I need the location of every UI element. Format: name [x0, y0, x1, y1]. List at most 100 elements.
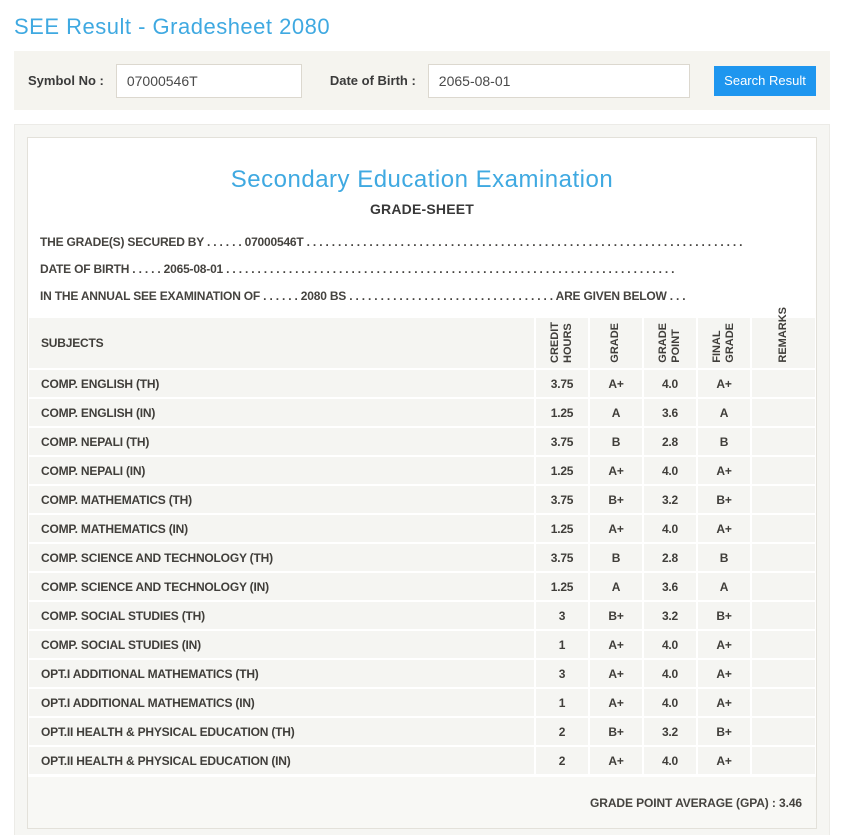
- final-grade-cell: A+: [696, 631, 750, 658]
- grade-cell: B: [588, 428, 642, 455]
- subject-cell: COMP. SCIENCE AND TECHNOLOGY (IN): [41, 579, 269, 594]
- examination-year-line: IN THE ANNUAL SEE EXAMINATION OF . . . .…: [40, 289, 686, 303]
- subject-cell: COMP. ENGLISH (IN): [41, 405, 156, 420]
- grade-table: SUBJECTS CREDIT HOURS GRADE GRADE POINT …: [29, 307, 815, 776]
- grade-cell: B+: [588, 718, 642, 745]
- gradesheet: Secondary Education Examination GRADE-SH…: [27, 137, 817, 829]
- grade-point-cell: 2.8: [642, 428, 696, 455]
- table-row: COMP. SOCIAL STUDIES (IN) 1 A+ 4.0 A+: [29, 631, 815, 660]
- date-of-birth-line: DATE OF BIRTH . . . . . 2065-08-01 . . .…: [40, 262, 675, 276]
- table-row: COMP. MATHEMATICS (IN) 1.25 A+ 4.0 A+: [29, 515, 815, 544]
- sheet-title: Secondary Education Examination: [230, 166, 614, 193]
- grade-cell: B+: [588, 602, 642, 629]
- remarks-cell: [750, 718, 815, 745]
- table-row: OPT.I ADDITIONAL MATHEMATICS (IN) 1 A+ 4…: [29, 689, 815, 718]
- header-grade-point-label: GRADE POINT: [656, 323, 682, 363]
- grade-cell: A+: [588, 370, 642, 397]
- table-row: OPT.II HEALTH & PHYSICAL EDUCATION (IN) …: [29, 747, 815, 776]
- credit-hours-cell: 1.25: [534, 399, 588, 426]
- header-credit-hours: CREDIT HOURS: [534, 318, 588, 368]
- subject-cell: COMP. NEPALI (TH): [41, 434, 150, 449]
- search-result-button[interactable]: Search Result: [714, 65, 816, 96]
- subject-cell: COMP. SCIENCE AND TECHNOLOGY (TH): [41, 550, 273, 565]
- symbol-no-input[interactable]: [115, 63, 302, 98]
- remarks-cell: [750, 457, 815, 484]
- remarks-cell: [750, 689, 815, 716]
- table-row: COMP. NEPALI (TH) 3.75 B 2.8 B: [29, 428, 815, 457]
- subject-cell: OPT.I ADDITIONAL MATHEMATICS (IN): [41, 695, 255, 710]
- credit-hours-cell: 1.25: [534, 457, 588, 484]
- grade-cell: A: [588, 573, 642, 600]
- search-bar: Symbol No : Date of Birth : Search Resul…: [14, 51, 830, 110]
- table-row: COMP. NEPALI (IN) 1.25 A+ 4.0 A+: [29, 457, 815, 486]
- final-grade-cell: B+: [696, 602, 750, 629]
- header-final-grade: FINAL GRADE: [696, 318, 750, 368]
- final-grade-cell: A+: [696, 370, 750, 397]
- grade-point-cell: 4.0: [642, 370, 696, 397]
- final-grade-cell: A+: [696, 660, 750, 687]
- final-grade-cell: A+: [696, 457, 750, 484]
- table-row: COMP. SOCIAL STUDIES (TH) 3 B+ 3.2 B+: [29, 602, 815, 631]
- table-row: COMP. SCIENCE AND TECHNOLOGY (IN) 1.25 A…: [29, 573, 815, 602]
- table-row: OPT.II HEALTH & PHYSICAL EDUCATION (TH) …: [29, 718, 815, 747]
- grade-point-cell: 3.2: [642, 486, 696, 513]
- remarks-cell: [750, 573, 815, 600]
- subject-cell: COMP. MATHEMATICS (TH): [41, 492, 192, 507]
- final-grade-cell: A: [696, 399, 750, 426]
- date-of-birth-label: Date of Birth :: [329, 73, 416, 88]
- grade-point-cell: 4.0: [642, 457, 696, 484]
- sheet-subtitle: GRADE-SHEET: [369, 201, 475, 217]
- sheet-info-lines: THE GRADE(S) SECURED BY . . . . . . 0700…: [40, 229, 804, 310]
- header-subjects: SUBJECTS: [41, 336, 104, 350]
- table-row: COMP. ENGLISH (TH) 3.75 A+ 4.0 A+: [29, 370, 815, 399]
- credit-hours-cell: 2: [534, 747, 588, 774]
- header-remarks: REMARKS: [750, 307, 815, 368]
- credit-hours-cell: 3: [534, 660, 588, 687]
- grade-point-cell: 3.2: [642, 602, 696, 629]
- table-row: OPT.I ADDITIONAL MATHEMATICS (TH) 3 A+ 4…: [29, 660, 815, 689]
- grade-point-cell: 4.0: [642, 515, 696, 542]
- remarks-cell: [750, 370, 815, 397]
- grade-point-cell: 3.6: [642, 573, 696, 600]
- grade-cell: A+: [588, 515, 642, 542]
- remarks-cell: [750, 660, 815, 687]
- table-row: COMP. ENGLISH (IN) 1.25 A 3.6 A: [29, 399, 815, 428]
- result-panel: Secondary Education Examination GRADE-SH…: [14, 124, 830, 835]
- grade-point-cell: 2.8: [642, 544, 696, 571]
- subject-cell: COMP. SOCIAL STUDIES (IN): [41, 637, 201, 652]
- credit-hours-cell: 1: [534, 631, 588, 658]
- remarks-cell: [750, 631, 815, 658]
- credit-hours-cell: 3.75: [534, 428, 588, 455]
- subject-cell: OPT.II HEALTH & PHYSICAL EDUCATION (IN): [41, 753, 291, 768]
- grade-cell: A+: [588, 747, 642, 774]
- credit-hours-cell: 2: [534, 718, 588, 745]
- final-grade-cell: B: [696, 428, 750, 455]
- final-grade-cell: A+: [696, 689, 750, 716]
- grade-cell: B+: [588, 486, 642, 513]
- header-remarks-label: REMARKS: [776, 307, 789, 363]
- date-of-birth-input[interactable]: [427, 63, 690, 98]
- table-header-row: SUBJECTS CREDIT HOURS GRADE GRADE POINT …: [29, 307, 815, 370]
- grade-point-cell: 3.2: [642, 718, 696, 745]
- grade-cell: A+: [588, 660, 642, 687]
- remarks-cell: [750, 428, 815, 455]
- table-row: COMP. MATHEMATICS (TH) 3.75 B+ 3.2 B+: [29, 486, 815, 515]
- grade-point-cell: 4.0: [642, 660, 696, 687]
- remarks-cell: [750, 602, 815, 629]
- grade-point-cell: 4.0: [642, 631, 696, 658]
- grade-point-cell: 4.0: [642, 689, 696, 716]
- final-grade-cell: A+: [696, 747, 750, 774]
- remarks-cell: [750, 515, 815, 542]
- credit-hours-cell: 3.75: [534, 544, 588, 571]
- credit-hours-cell: 1.25: [534, 515, 588, 542]
- grade-cell: A+: [588, 631, 642, 658]
- header-grade: GRADE: [588, 318, 642, 368]
- gpa-summary: GRADE POINT AVERAGE (GPA) : 3.46: [28, 777, 816, 828]
- grade-point-cell: 4.0: [642, 747, 696, 774]
- table-row: COMP. SCIENCE AND TECHNOLOGY (TH) 3.75 B…: [29, 544, 815, 573]
- grade-cell: B: [588, 544, 642, 571]
- symbol-no-label: Symbol No :: [28, 73, 104, 88]
- subject-cell: COMP. SOCIAL STUDIES (TH): [41, 608, 205, 623]
- remarks-cell: [750, 544, 815, 571]
- credit-hours-cell: 3: [534, 602, 588, 629]
